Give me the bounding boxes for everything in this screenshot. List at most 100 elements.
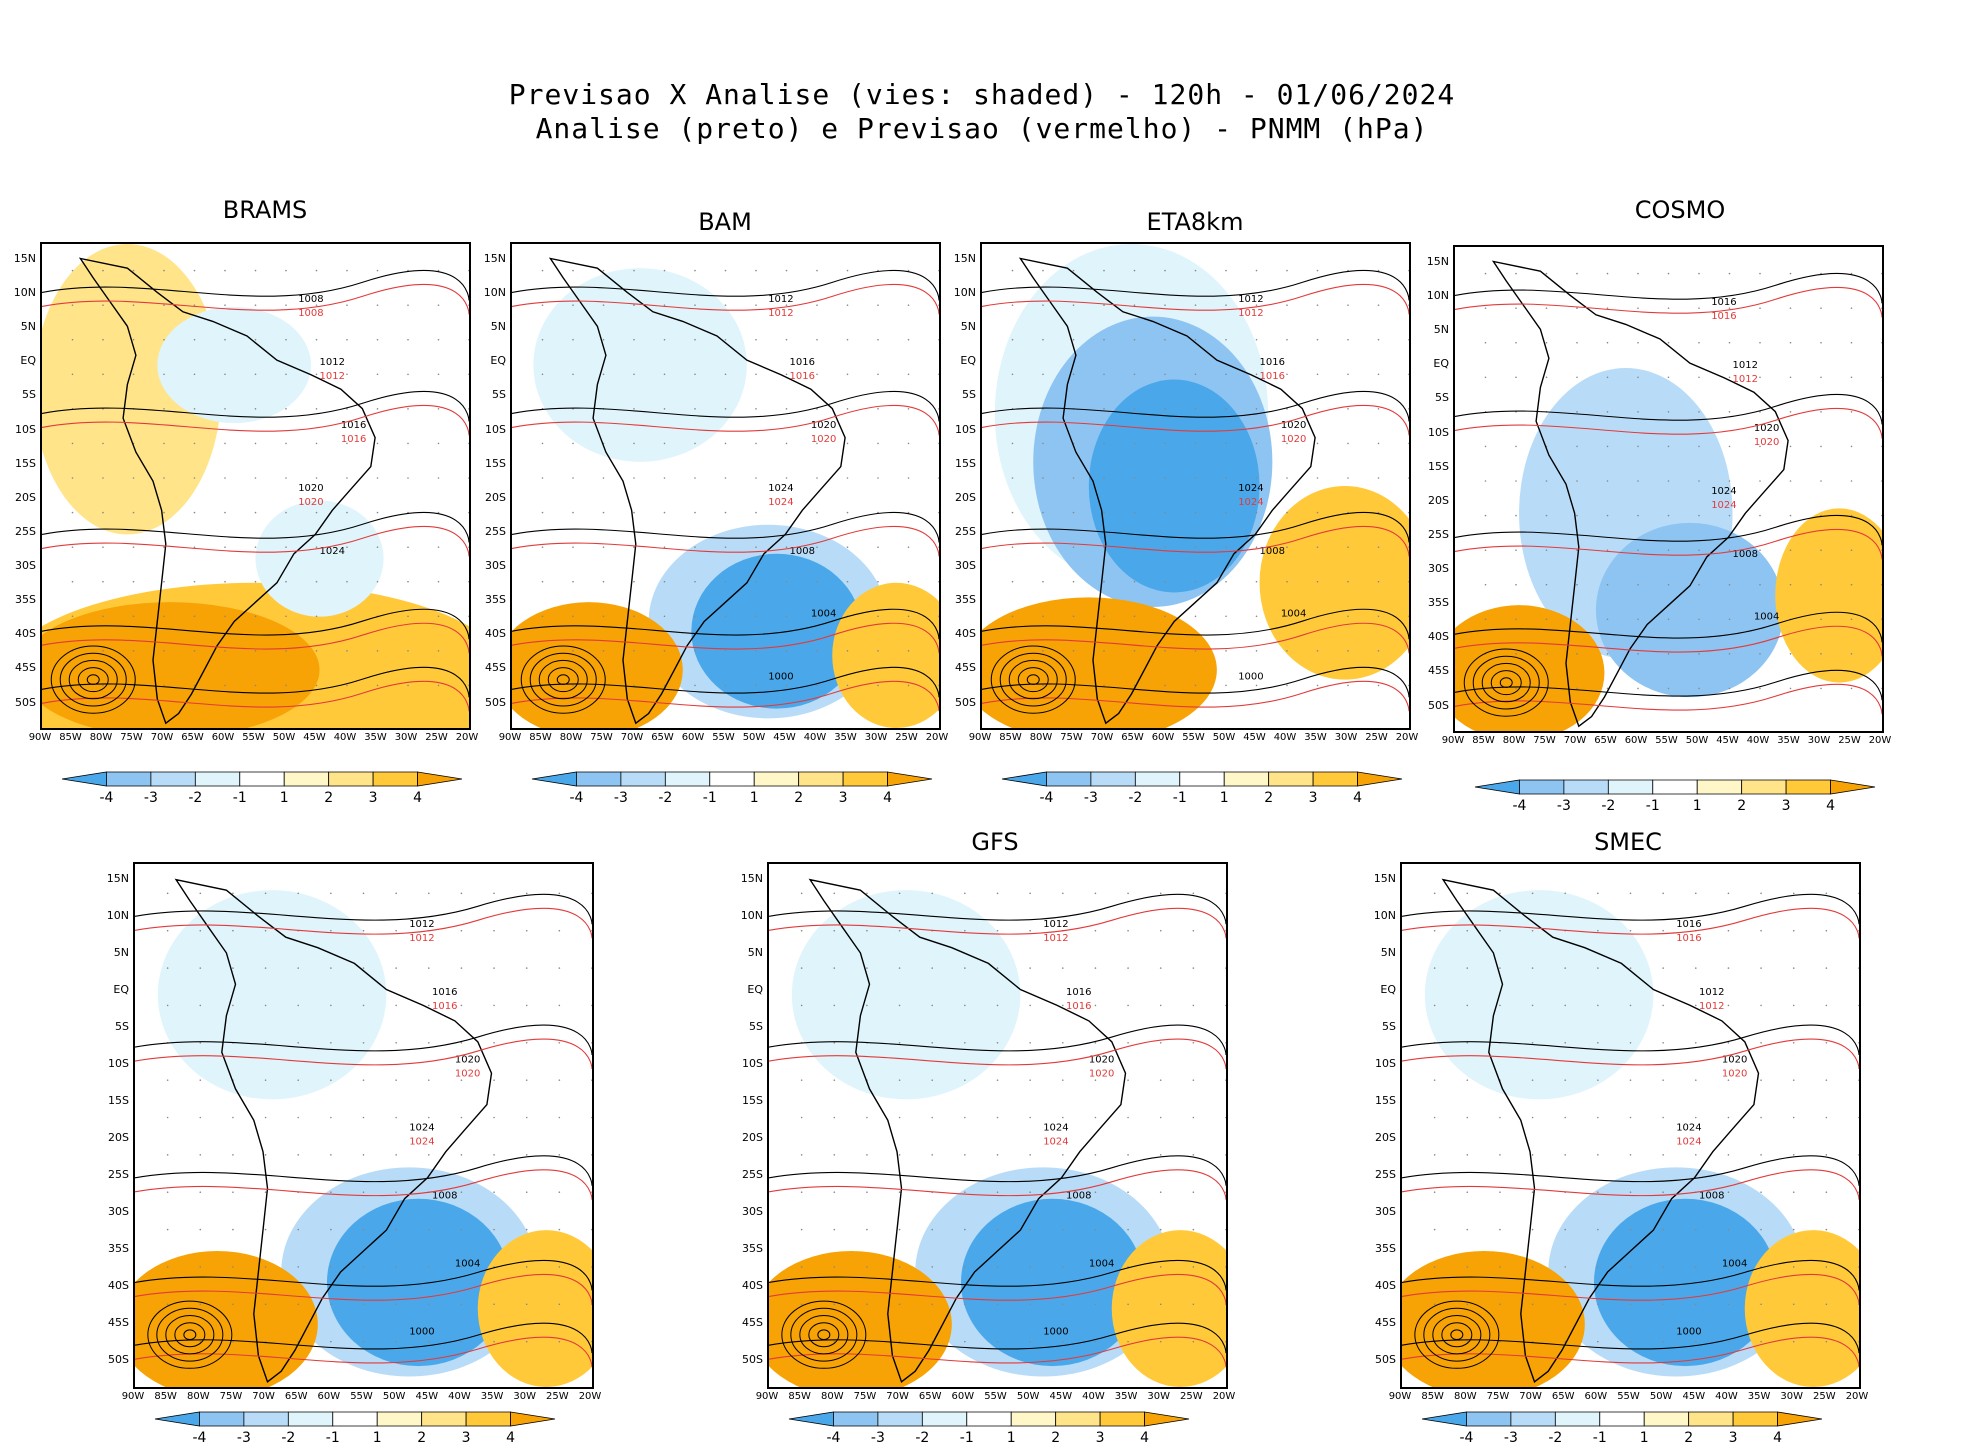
colorbar-segment	[1357, 771, 1403, 787]
forecast-isobar-label: 1020	[298, 497, 323, 508]
grid-dot	[785, 511, 788, 514]
grid-dot	[541, 511, 544, 514]
colorbar-label: -3	[143, 790, 158, 806]
grid-dot	[877, 373, 879, 376]
latitude-label: 5S	[1382, 1019, 1396, 1033]
analysis-isobar-label: 1000	[409, 1327, 434, 1338]
grid-dot	[1029, 892, 1031, 895]
grid-dot	[132, 511, 135, 514]
colorbar-segment	[1830, 779, 1876, 795]
latitude-label: EQ	[490, 354, 506, 368]
grid-dot	[938, 546, 939, 548]
grid-dot	[558, 1041, 561, 1044]
grid-dot	[1698, 445, 1700, 448]
grid-dot	[572, 477, 574, 479]
low-pressure-contour	[781, 1300, 867, 1369]
figure-title-line2: Analise (preto) e Previsao (vermelho) - …	[535, 112, 1429, 145]
colorbar-label: -3	[870, 1430, 885, 1446]
colorbar-segment	[194, 771, 241, 787]
analysis-isobar-label: 1016	[790, 357, 815, 368]
grid-dot	[102, 684, 104, 687]
grid-dot	[1564, 1154, 1567, 1156]
longitude-label: 65W	[1551, 1391, 1575, 1402]
grid-dot	[1759, 480, 1761, 482]
forecast-isobar	[1455, 528, 1882, 560]
colorbar-segment	[531, 771, 577, 787]
grid-dot	[1225, 967, 1226, 969]
grid-dot	[785, 442, 788, 445]
grid-dot	[163, 546, 165, 548]
longitude-label: 65W	[1594, 735, 1617, 746]
grid-dot	[938, 338, 939, 341]
grid-dot	[1377, 511, 1380, 514]
grid-dot	[1564, 1116, 1567, 1119]
grid-dot	[931, 1266, 934, 1268]
grid-dot	[1164, 580, 1166, 583]
grid-dot	[460, 929, 463, 932]
grid-dot	[1606, 411, 1609, 413]
longitude-label: 70W	[252, 1391, 275, 1402]
grid-dot	[1606, 583, 1609, 586]
latitude-label: 10N	[13, 286, 36, 300]
forecast-isobar	[982, 283, 1409, 315]
grid-dot	[193, 373, 196, 376]
grid-dot	[1694, 1041, 1697, 1044]
grid-dot	[437, 338, 440, 341]
grid-dot	[694, 269, 696, 272]
grid-dot	[1484, 341, 1487, 344]
colorbar-label: 1	[1639, 1430, 1649, 1446]
grid-dot	[1667, 341, 1670, 344]
forecast-isobar	[135, 1169, 592, 1200]
grid-dot	[1825, 892, 1828, 895]
grid-dot	[1667, 618, 1670, 621]
grid-dot	[833, 1340, 836, 1343]
forecast-isobar-label: 1012	[1043, 933, 1068, 944]
grid-dot	[1825, 1303, 1828, 1306]
grid-dot	[1515, 514, 1517, 517]
grid-dot	[964, 929, 966, 932]
grid-dot	[1225, 892, 1226, 895]
grid-dot	[315, 442, 318, 445]
grid-dot	[1760, 1041, 1762, 1044]
grid-dot	[633, 684, 635, 687]
analysis-isobar-label: 1020	[1754, 423, 1779, 434]
grid-dot	[315, 373, 318, 376]
analysis-isobar-label: 1000	[1238, 672, 1263, 683]
grid-dot	[297, 1154, 300, 1156]
grid-dot	[102, 373, 104, 376]
grid-dot	[1759, 618, 1761, 621]
analysis-isobar-label: 1008	[1733, 549, 1758, 560]
analysis-isobar	[512, 511, 939, 543]
bias-positive-area	[1111, 1230, 1226, 1387]
grid-dot	[1850, 549, 1853, 551]
grid-dot	[964, 1116, 966, 1119]
longitude-label: 35W	[1777, 735, 1800, 746]
grid-dot	[1377, 269, 1380, 272]
longitude-label: 25W	[1813, 1391, 1836, 1402]
grid-dot	[427, 1228, 430, 1231]
grid-dot	[525, 929, 528, 932]
grid-dot	[1662, 1191, 1664, 1194]
latitude-label: 20S	[742, 1130, 763, 1144]
grid-dot	[755, 269, 757, 272]
grid-dot	[395, 929, 397, 932]
grid-dot	[1576, 341, 1578, 344]
colorbar-segment	[1519, 779, 1565, 795]
colorbar-segment	[1134, 771, 1181, 787]
grid-dot	[1858, 1228, 1859, 1231]
grid-dot	[330, 1266, 332, 1268]
low-pressure-contour	[1414, 1300, 1500, 1369]
grid-dot	[254, 269, 257, 272]
colorbar-segment	[510, 1411, 556, 1427]
grid-dot	[285, 511, 287, 514]
longitude-label: 75W	[853, 1391, 877, 1402]
grid-dot	[800, 1266, 803, 1268]
grid-dot	[694, 373, 696, 376]
grid-dot	[1029, 929, 1031, 932]
latitude-label: 45S	[15, 661, 36, 675]
grid-dot	[1881, 480, 1882, 482]
grid-dot	[1061, 1266, 1064, 1268]
grid-dot	[1531, 967, 1534, 969]
bias-negative-area	[1088, 379, 1260, 593]
grid-dot	[1127, 1191, 1129, 1194]
